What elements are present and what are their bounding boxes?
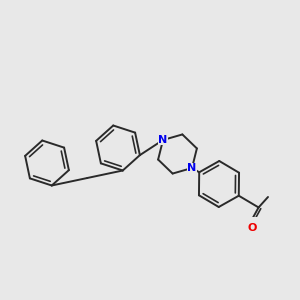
Text: N: N [158, 135, 168, 145]
Text: N: N [188, 163, 196, 173]
Text: O: O [247, 223, 257, 233]
